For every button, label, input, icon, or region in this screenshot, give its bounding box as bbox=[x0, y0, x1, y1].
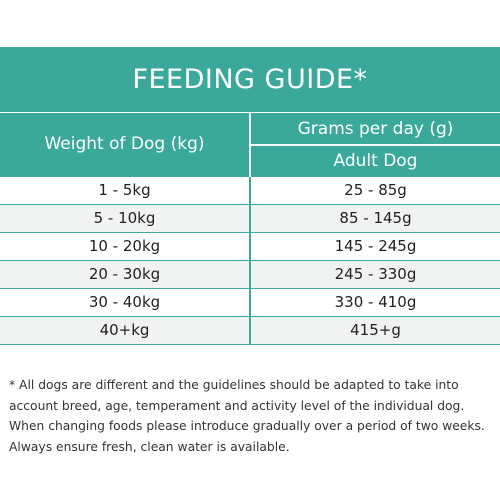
weight-cell: 30 - 40kg bbox=[0, 287, 251, 316]
table-row: 5 - 10kg 85 - 145g bbox=[0, 203, 500, 232]
weight-cell: 40+kg bbox=[0, 315, 251, 345]
grams-cell: 245 - 330g bbox=[250, 259, 500, 288]
table-row: 30 - 40kg 330 - 410g bbox=[0, 287, 500, 316]
table-row: 20 - 30kg 245 - 330g bbox=[0, 259, 500, 288]
table-row: 40+kg 415+g bbox=[0, 315, 500, 345]
feeding-table: Weight of Dog (kg) Grams per day (g) Adu… bbox=[0, 113, 500, 345]
guide-title: FEEDING GUIDE* bbox=[0, 47, 500, 113]
grams-cell: 25 - 85g bbox=[250, 175, 500, 204]
grams-cell: 85 - 145g bbox=[250, 203, 500, 232]
grams-column-header: Grams per day (g) bbox=[250, 113, 500, 146]
feeding-footnote: * All dogs are different and the guideli… bbox=[9, 378, 485, 454]
table-row: 1 - 5kg 25 - 85g bbox=[0, 175, 500, 204]
weight-cell: 10 - 20kg bbox=[0, 231, 251, 260]
grams-cell: 145 - 245g bbox=[250, 231, 500, 260]
weight-cell: 5 - 10kg bbox=[0, 203, 251, 232]
feeding-guide: FEEDING GUIDE* Weight of Dog (kg) Grams … bbox=[0, 47, 500, 345]
grams-cell: 330 - 410g bbox=[250, 287, 500, 316]
adult-dog-subheader: Adult Dog bbox=[250, 145, 500, 176]
table-row: 10 - 20kg 145 - 245g bbox=[0, 231, 500, 260]
weight-cell: 1 - 5kg bbox=[0, 175, 251, 204]
weight-column-header: Weight of Dog (kg) bbox=[0, 113, 251, 176]
weight-cell: 20 - 30kg bbox=[0, 259, 251, 288]
grams-cell: 415+g bbox=[250, 315, 500, 345]
